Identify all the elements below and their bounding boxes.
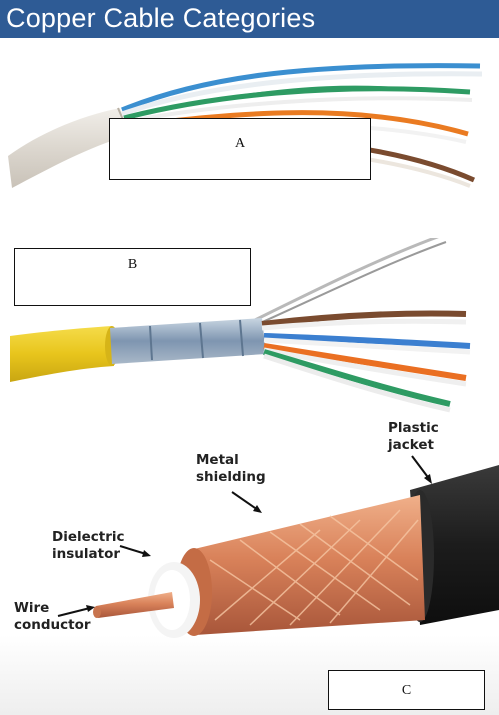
- coax-cable-photo: [0, 420, 499, 715]
- callout-plastic-jacket: Plastic jacket: [388, 420, 439, 454]
- callout-wire-conductor-line1: Wire: [14, 600, 50, 616]
- label-box-b[interactable]: B: [14, 248, 251, 306]
- callout-dielectric-insulator-line1: Dielectric: [52, 529, 125, 545]
- callout-plastic-jacket-line1: Plastic: [388, 420, 439, 436]
- label-box-b-text: B: [127, 257, 138, 272]
- label-box-a[interactable]: A: [109, 118, 371, 180]
- label-box-a-text: A: [234, 136, 246, 151]
- label-box-c-text: C: [401, 683, 412, 698]
- callout-plastic-jacket-line2: jacket: [388, 437, 434, 453]
- title-bar: Copper Cable Categories: [0, 0, 499, 38]
- callout-dielectric-insulator: Dielectric insulator: [52, 529, 125, 563]
- callout-wire-conductor: Wire conductor: [14, 600, 91, 634]
- stp-cable-photo: [0, 238, 499, 420]
- page-title: Copper Cable Categories: [6, 3, 316, 33]
- callout-metal-shielding: Metal shielding: [196, 452, 266, 486]
- callout-metal-shielding-line1: Metal: [196, 452, 239, 468]
- callout-metal-shielding-line2: shielding: [196, 469, 266, 485]
- callout-dielectric-insulator-line2: insulator: [52, 546, 121, 562]
- label-box-c[interactable]: C: [328, 670, 485, 710]
- callout-wire-conductor-line2: conductor: [14, 617, 91, 633]
